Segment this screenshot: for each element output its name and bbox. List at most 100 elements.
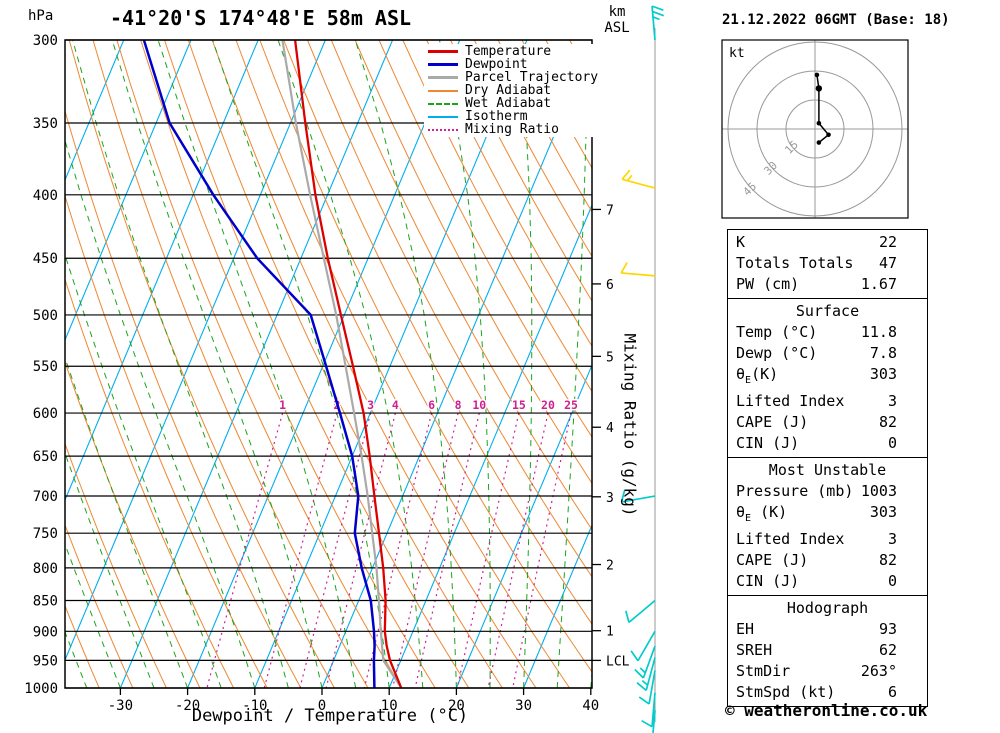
temperature-axis-label: Dewpoint / Temperature (°C) <box>191 706 469 726</box>
hodograph-frame <box>721 39 909 219</box>
mixing-ratio-label: 15 <box>512 398 526 412</box>
stats-section: Surface Temp (°C) 11.8 Dewp (°C) 7.8 θE(K) 303… <box>727 298 928 458</box>
mixing-ratio-axis-label: Mixing Ratio (g/kg) <box>620 333 640 517</box>
stats-panel: K 22 Totals Totals 47 PW (cm) 1.67 Surface Temp… <box>727 229 928 707</box>
stats-value: 6 <box>887 683 897 701</box>
hodograph-point <box>816 120 822 126</box>
hodograph-ring-label: 45 <box>741 180 760 199</box>
stats-row: CAPE (J) 82 <box>728 412 927 433</box>
stats-row: PW (cm) 1.67 <box>728 274 927 295</box>
stats-value: 303 <box>869 365 897 383</box>
stats-value: 82 <box>878 413 897 431</box>
stats-row: Totals Totals 47 <box>728 253 927 274</box>
stats-value: 1.67 <box>860 275 897 293</box>
pressure-tick-label: 950 <box>33 653 58 669</box>
hodograph-unit-label: kt <box>729 46 745 61</box>
copyright: © weatheronline.co.uk <box>725 701 928 720</box>
legend-label: Dry Adiabat <box>465 83 552 98</box>
stats-value: 11.8 <box>860 323 897 341</box>
temperature-tick-label: 30 <box>515 698 532 714</box>
temperature-tick-label: -10 <box>242 698 267 714</box>
mixing-ratio-label: 3 <box>367 398 374 412</box>
pressure-tick-label: 750 <box>33 526 58 542</box>
hodograph-ring <box>785 99 845 159</box>
stats-value: 7.8 <box>869 344 897 362</box>
stats-section-header: Hodograph <box>786 599 869 617</box>
pressure-tick-label: 650 <box>33 449 58 465</box>
altitude-axis-unit-km: km <box>608 4 626 20</box>
legend-item: Dewpoint <box>428 57 598 72</box>
stats-row: Lifted Index 3 <box>728 529 927 550</box>
legend: Temperature Dewpoint Parcel Trajectory Dry … <box>424 44 603 137</box>
parcel-trajectory-line <box>281 40 403 688</box>
pressure-gridlines: 300 350 400 450 500 550 600 650 700 750 800 850 900 9… <box>24 33 592 697</box>
altitude-axis-unit-asl: ASL <box>604 20 630 36</box>
mixing-ratio-label: 20 <box>541 398 555 412</box>
stats-label: CAPE (J) <box>736 551 809 569</box>
stats-value: 93 <box>878 620 897 638</box>
stats-label: CAPE (J) <box>736 413 809 431</box>
legend-label: Isotherm <box>465 109 528 124</box>
altitude-tick-label: 7 <box>606 203 614 218</box>
stats-value: 62 <box>878 641 897 659</box>
legend-item: Mixing Ratio <box>428 122 598 137</box>
legend-item: Temperature <box>428 44 598 59</box>
altitude-ticks: 1 2 3 4 5 6 7 LCL <box>592 203 630 669</box>
stats-value: 22 <box>878 233 897 251</box>
stats-section: K 22 Totals Totals 47 PW (cm) 1.67 <box>727 229 928 299</box>
stats-value: 47 <box>878 254 897 272</box>
mixing-ratio-label: 6 <box>428 398 435 412</box>
pressure-tick-label: 700 <box>33 489 58 505</box>
stats-label: K <box>736 233 746 251</box>
wind-barb <box>620 262 656 277</box>
stats-value: 3 <box>887 392 897 410</box>
legend-swatch <box>428 76 458 79</box>
pressure-tick-label: 500 <box>33 308 58 324</box>
stats-row: Lifted Index 3 <box>728 391 927 412</box>
stats-row: θE (K) 303 <box>728 502 927 529</box>
mixing-ratio-label: 10 <box>472 398 486 412</box>
legend-label: Mixing Ratio <box>465 122 559 137</box>
stats-row: K 22 <box>728 232 927 253</box>
altitude-tick-label: 3 <box>606 491 614 506</box>
temperature-line <box>293 40 403 688</box>
pressure-tick-label: 600 <box>33 406 58 422</box>
hodograph-ring <box>727 41 903 217</box>
stats-value: 0 <box>887 434 897 452</box>
legend-swatch <box>428 63 458 66</box>
legend-label: Dewpoint <box>465 57 528 72</box>
stats-row: CIN (J) 0 <box>728 571 927 592</box>
mixing-ratio-lines <box>206 412 572 688</box>
hodograph-point <box>826 132 831 138</box>
stats-section-header: Most Unstable <box>768 461 887 479</box>
stats-label: StmDir <box>736 662 791 680</box>
temperature-tick-label: 20 <box>448 698 465 714</box>
stats-row: Temp (°C) 11.8 <box>728 322 927 343</box>
temperature-tick-label: -30 <box>108 698 133 714</box>
stats-row: Dewp (°C) 7.8 <box>728 343 927 364</box>
legend-swatch <box>428 89 458 92</box>
mixing-ratio-labels: 1 2 3 4 6 8 10 15 20 25 <box>278 397 580 414</box>
wind-barb <box>641 692 656 728</box>
dewpoint-line <box>142 40 376 688</box>
stats-label: StmSpd (kt) <box>736 683 836 701</box>
stats-section: Most Unstable Pressure (mb) 1003 θE (K) 303 L… <box>727 457 928 596</box>
stats-label: θE(K) <box>736 365 779 386</box>
stats-label: SREH <box>736 641 773 659</box>
legend-label: Wet Adiabat <box>465 96 552 111</box>
stats-value: 82 <box>878 551 897 569</box>
stats-label: Totals Totals <box>736 254 854 272</box>
temperature-tick-label: 0 <box>318 698 326 714</box>
legend-item: Dry Adiabat <box>428 83 598 98</box>
stats-section: Hodograph EH 93 SREH 62 StmDir 263° StmSpd (kt)… <box>727 595 928 707</box>
hodograph-ring <box>756 70 874 188</box>
legend-swatch <box>428 102 458 105</box>
wind-barb <box>621 169 656 189</box>
station-title: -41°20'S 174°48'E 58m ASL <box>110 6 412 30</box>
isotherm-lines <box>65 40 592 688</box>
stats-row: CAPE (J) 82 <box>728 550 927 571</box>
stats-value: 0 <box>887 572 897 590</box>
